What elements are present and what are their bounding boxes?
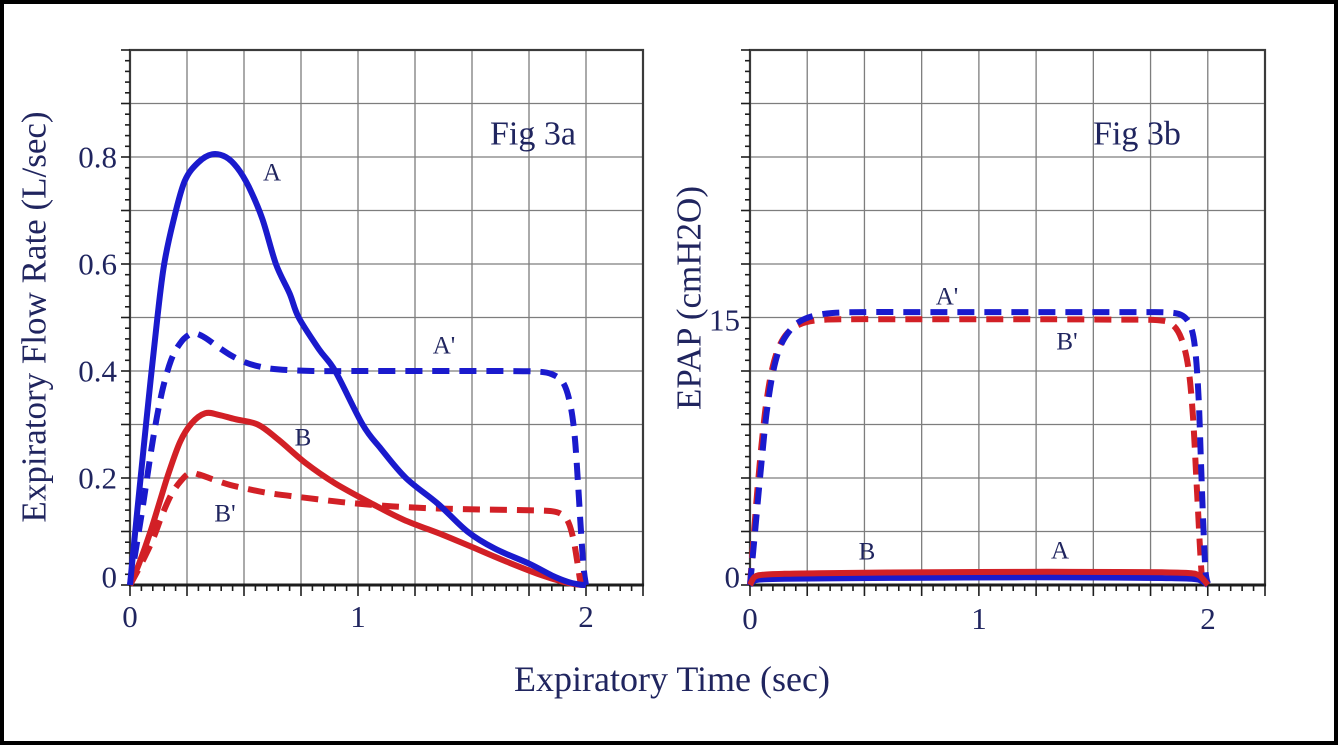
- series-B: [127, 409, 587, 588]
- ytick-a-08: 0.8: [78, 140, 117, 175]
- series-A: [127, 151, 587, 588]
- curve-label-A: A: [263, 160, 281, 187]
- series-B-prime: [747, 316, 1206, 586]
- grid-panel-b: [741, 48, 1267, 596]
- curve-label-A-prime-b: A': [936, 284, 959, 311]
- series-B-prime: [127, 469, 584, 587]
- text-layer: 0 0.2 0.4 0.6 0.8 0 1 2 Expiratory Flow …: [15, 111, 1216, 699]
- xtick-a-1: 1: [350, 599, 366, 634]
- series-A: [747, 574, 1210, 588]
- series-B: [747, 568, 1211, 587]
- ytick-a-0: 0: [102, 560, 118, 595]
- xtick-b-1: 1: [971, 601, 987, 636]
- ytick-a-06: 0.6: [78, 247, 117, 282]
- ytick-b-0: 0: [725, 560, 741, 595]
- xtick-a-0: 0: [122, 599, 138, 634]
- fig-label-b: Fig 3b: [1093, 116, 1181, 153]
- series-A-prime: [127, 330, 589, 586]
- ytick-b-15: 15: [709, 303, 740, 338]
- series-A-prime: [747, 309, 1211, 586]
- xtick-b-2: 2: [1200, 601, 1216, 636]
- curves-panel-b: [747, 309, 1211, 588]
- ylabel-panel-b: EPAP (cmH2O): [670, 186, 709, 410]
- curve-label-B-prime-b: B': [1056, 329, 1077, 356]
- xtick-b-0: 0: [742, 601, 758, 636]
- curve-label-A-b: A: [1051, 538, 1069, 565]
- curve-label-B-b: B: [859, 539, 876, 566]
- ylabel-panel-a: Expiratory Flow Rate (L/sec): [15, 111, 54, 522]
- ytick-a-04: 0.4: [78, 354, 117, 389]
- fig-label-a: Fig 3a: [490, 116, 576, 153]
- curves-panel-a: [127, 151, 589, 588]
- ytick-a-02: 0.2: [78, 461, 117, 496]
- curve-label-A-prime: A': [433, 333, 456, 360]
- x-axis-title: Expiratory Time (sec): [514, 659, 830, 699]
- curve-label-B: B: [295, 425, 312, 452]
- curve-label-B-prime: B': [214, 501, 235, 528]
- xtick-a-2: 2: [578, 599, 594, 634]
